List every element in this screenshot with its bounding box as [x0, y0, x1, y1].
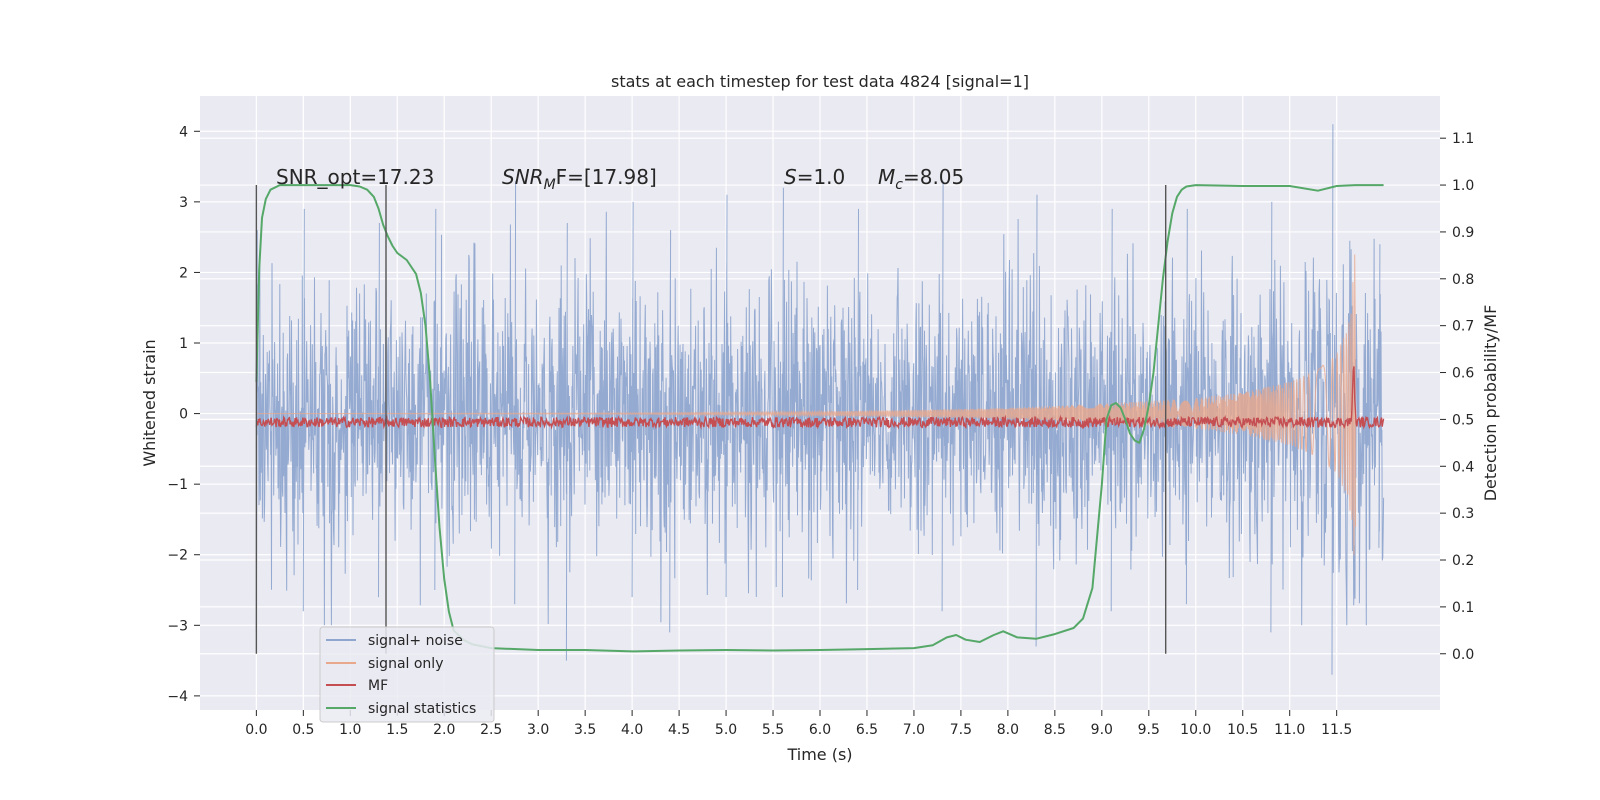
y-left-tick-label-4: 0	[179, 407, 188, 423]
x-tick-label-7: 3.5	[574, 722, 596, 738]
annotation-snr-mf-sub: M	[544, 177, 556, 193]
y-left-tick-label-0: −4	[167, 689, 188, 705]
y-right-tick-label-3: 0.3	[1452, 506, 1474, 522]
y-left-tick-label-7: 3	[179, 195, 188, 211]
series-signal-statistics	[255, 184, 1384, 653]
x-tick-label-14: 7.0	[903, 722, 925, 738]
y-right-tick-label-1: 0.1	[1452, 600, 1474, 616]
x-tick-label-9: 4.5	[668, 722, 690, 738]
x-tick-label-15: 7.5	[950, 722, 972, 738]
annotation-mc-value: Mc=8.05	[878, 165, 964, 193]
x-tick-label-18: 9.0	[1091, 722, 1113, 738]
x-tick-label-21: 10.5	[1227, 722, 1258, 738]
legend-label-signal-noise: signal+ noise	[368, 633, 463, 649]
legend-label-signal-only: signal only	[368, 656, 443, 672]
x-tick-label-22: 11.0	[1274, 722, 1305, 738]
y-right-tick-label-5: 0.5	[1452, 412, 1474, 428]
annotation-snr-opt: SNR_opt=17.23	[276, 165, 434, 189]
y-axis-right-label: Detection probability/MF	[1481, 305, 1500, 502]
vertical-markers	[255, 185, 1167, 654]
annotation-mc-base: M	[878, 165, 895, 189]
x-tick-label-12: 6.0	[809, 722, 831, 738]
x-tick-label-3: 1.5	[386, 722, 408, 738]
y-right-tick-label-2: 0.2	[1452, 553, 1474, 569]
series-mf	[255, 366, 1385, 430]
x-tick-label-13: 6.5	[856, 722, 878, 738]
annotation-mc-sub: c	[895, 177, 903, 193]
legend-label-signal-statistics: signal statistics	[368, 701, 476, 717]
legend-label-mf: MF	[368, 678, 388, 694]
annotation-snr-mf-tail: F=[17.98]	[556, 165, 657, 189]
y-right-tick-label-7: 0.7	[1452, 319, 1474, 335]
axes: 0.0 0.5 1.0 1.5 2.0 2.5 3.0 3.5 4.0 4.5 5.0 5.5 6.0 6…	[167, 124, 1474, 738]
x-tick-label-17: 8.5	[1044, 722, 1066, 738]
x-tick-label-2: 1.0	[339, 722, 361, 738]
annotation-mc-tail: =8.05	[903, 165, 964, 189]
annotation-s-tail: =1.0	[797, 165, 846, 189]
legend: signal+ noise signal only MF signal stat…	[319, 626, 495, 723]
y-left-tick-label-5: 1	[179, 336, 188, 352]
y-right-tick-label-6: 0.6	[1452, 366, 1474, 382]
chart-title: stats at each timestep for test data 482…	[611, 72, 1029, 91]
y-left-tick-label-8: 4	[179, 124, 188, 140]
y-right-tick-label-9: 0.9	[1452, 225, 1474, 241]
x-tick-label-5: 2.5	[480, 722, 502, 738]
y-left-tick-label-6: 2	[179, 265, 188, 281]
y-right-tick-label-11: 1.1	[1452, 131, 1474, 147]
series-signal-only	[256, 254, 1356, 556]
x-tick-label-23: 11.5	[1321, 722, 1352, 738]
annotation-snr-mf-base: SNR	[502, 165, 544, 189]
y-right-tick-label-10: 1.0	[1452, 178, 1474, 194]
x-axis-label: Time (s)	[786, 745, 852, 764]
y-right-tick-label-0: 0.0	[1452, 647, 1474, 663]
annotation-s-value: S=1.0	[784, 165, 845, 189]
annotation-s-base: S	[784, 165, 797, 189]
y-right-tick-label-8: 0.8	[1452, 272, 1474, 288]
x-tick-label-6: 3.0	[527, 722, 549, 738]
annotation-snr-mf: SNRMF=[17.98]	[502, 165, 657, 193]
y-right-tick-label-4: 0.4	[1452, 459, 1474, 475]
data-layer	[255, 124, 1385, 675]
legend-box	[319, 626, 495, 723]
x-tick-label-19: 9.5	[1138, 722, 1160, 738]
x-tick-label-16: 8.0	[997, 722, 1019, 738]
y-axis-left-label: Whitened strain	[140, 339, 159, 466]
x-tick-label-1: 0.5	[292, 722, 314, 738]
y-left-tick-label-2: −2	[167, 548, 188, 564]
x-tick-label-8: 4.0	[621, 722, 643, 738]
x-tick-label-20: 10.0	[1180, 722, 1211, 738]
x-tick-label-4: 2.0	[433, 722, 455, 738]
y-left-tick-label-3: −1	[167, 477, 188, 493]
y-left-tick-label-1: −3	[167, 618, 188, 634]
x-tick-label-0: 0.0	[245, 722, 267, 738]
x-tick-label-10: 5.0	[715, 722, 737, 738]
x-tick-label-11: 5.5	[762, 722, 784, 738]
